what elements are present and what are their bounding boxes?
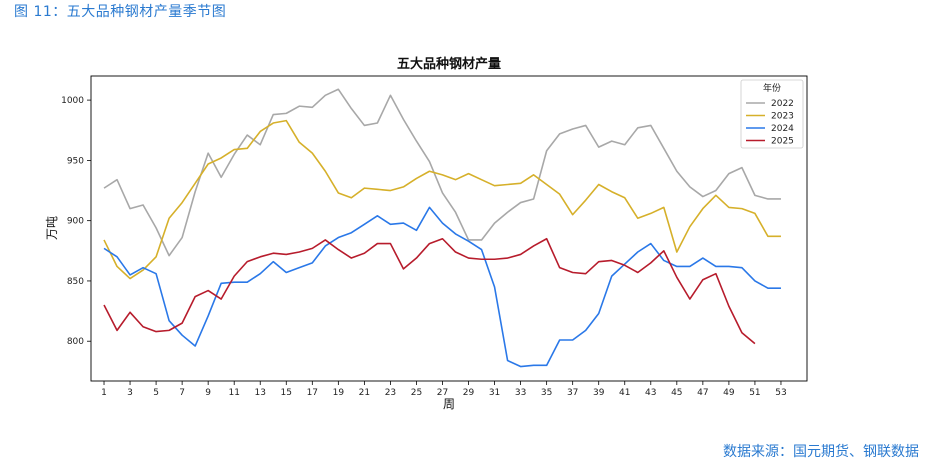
legend-title: 年份 (763, 82, 781, 94)
x-tick-label: 19 (333, 388, 345, 398)
source-note: 数据来源：国元期货、钢联数据 (723, 444, 919, 460)
x-tick-label: 45 (671, 388, 682, 398)
x-tick-label: 1 (101, 388, 107, 398)
figure-caption: 图 11：五大品种钢材产量季节图 (14, 4, 227, 20)
x-tick-label: 33 (515, 388, 526, 398)
chart-title: 五大品种钢材产量 (397, 56, 501, 72)
x-tick-label: 37 (567, 388, 578, 398)
x-tick-label: 47 (697, 388, 708, 398)
x-tick-label: 43 (645, 388, 656, 398)
x-tick-label: 7 (179, 388, 185, 398)
x-tick-label: 39 (593, 388, 605, 398)
x-tick-label: 27 (437, 388, 448, 398)
x-tick-label: 29 (463, 388, 475, 398)
legend-box (740, 79, 804, 149)
legend: 年份 2022 2023 2024 2025 (740, 79, 804, 149)
x-tick-label: 21 (359, 388, 370, 398)
x-tick-label: 17 (307, 388, 318, 398)
x-tick-label: 15 (281, 388, 292, 398)
series-line-2025 (103, 237, 756, 345)
legend-label-2022: 2022 (771, 99, 794, 109)
x-tick-label: 53 (775, 388, 786, 398)
x-tick-label: 41 (619, 388, 630, 398)
x-tick-label: 25 (411, 388, 422, 398)
x-tick-label: 23 (385, 388, 396, 398)
series-line-2024 (103, 206, 781, 368)
x-tick-label: 51 (749, 388, 760, 398)
x-axis-label: 周 (443, 397, 455, 411)
series-line-2023 (103, 119, 781, 280)
y-tick-label: 950 (67, 156, 84, 166)
x-tick-label: 11 (228, 388, 239, 398)
y-tick-label: 900 (67, 217, 84, 227)
x-tick-label: 3 (127, 388, 133, 398)
x-tick-label: 49 (723, 388, 735, 398)
x-tick-label: 9 (205, 388, 211, 398)
y-tick-label: 1000 (61, 96, 84, 106)
x-tick-label: 31 (489, 388, 500, 398)
plot-frame (90, 75, 808, 382)
y-tick-label: 850 (67, 277, 84, 287)
x-tick-label: 5 (153, 388, 159, 398)
series-line-2022 (103, 88, 781, 257)
x-tick-label: 35 (541, 388, 552, 398)
y-axis-label: 万吨 (45, 216, 59, 240)
y-tick-label: 800 (67, 337, 84, 347)
legend-label-2023: 2023 (771, 112, 794, 122)
legend-label-2024: 2024 (771, 124, 794, 134)
legend-label-2025: 2025 (771, 137, 794, 147)
x-tick-label: 13 (255, 388, 266, 398)
